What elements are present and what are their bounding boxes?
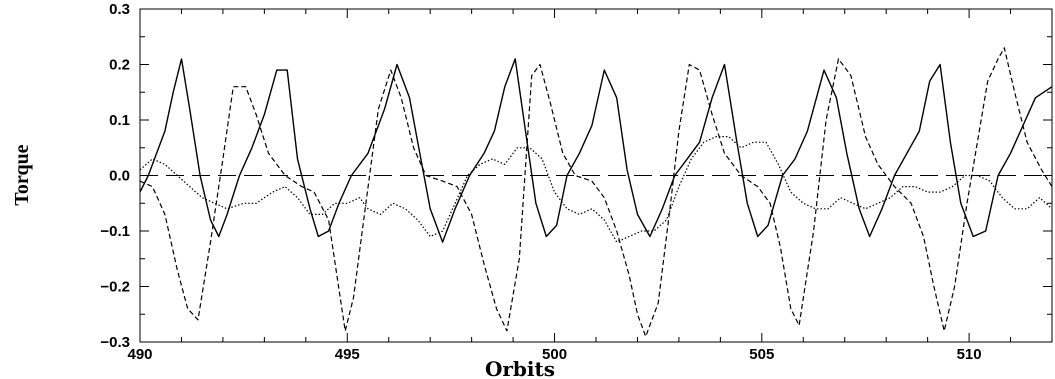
dashed-series-line	[139, 47, 1053, 337]
dotted-series-line	[139, 136, 1053, 243]
x-tick-label: 495	[335, 346, 360, 363]
y-tick-label: −0.1	[100, 223, 130, 240]
x-tick-label: 510	[957, 346, 982, 363]
axis-ticks	[139, 8, 1053, 343]
tick-labels: 490 495 500 505 510 −0.3 −0.2 −0.1 0.0 0.1 0.2 0.3	[100, 1, 981, 363]
x-tick-label: 500	[542, 346, 567, 363]
y-tick-label: −0.2	[100, 279, 130, 296]
solid-series-line	[139, 58, 1053, 243]
y-tick-label: 0.0	[109, 168, 130, 185]
x-axis-title: Orbits	[485, 357, 555, 379]
y-tick-label: −0.3	[100, 334, 130, 351]
y-axis-title: Torque	[11, 144, 33, 205]
y-tick-label: 0.3	[109, 1, 130, 18]
x-tick-label: 505	[749, 346, 774, 363]
y-tick-label: 0.1	[109, 112, 130, 129]
x-tick-label: 490	[127, 346, 152, 363]
y-tick-label: 0.2	[109, 57, 130, 74]
series-layer	[139, 47, 1053, 337]
